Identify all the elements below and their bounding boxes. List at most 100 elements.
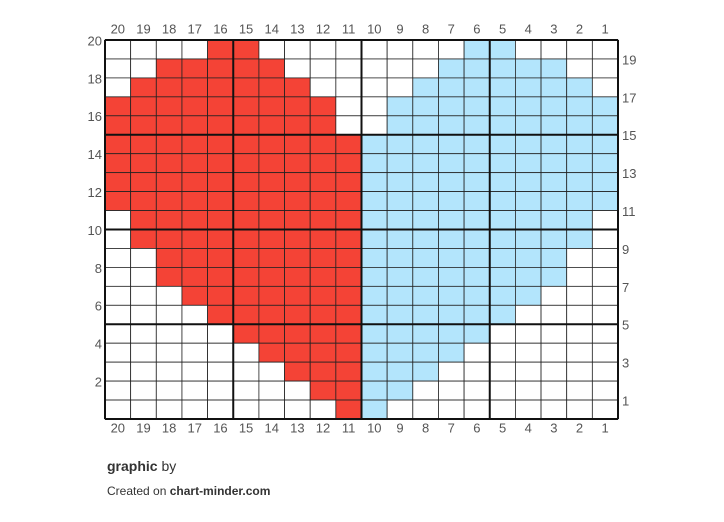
cell (155, 361, 183, 382)
cell (232, 399, 260, 420)
cell (258, 229, 285, 249)
column-label: 15 (239, 21, 253, 36)
column-label: 3 (550, 420, 557, 435)
cell (412, 191, 439, 211)
cell (386, 210, 414, 230)
cell (515, 266, 542, 287)
cell (591, 399, 619, 420)
cell (566, 266, 593, 287)
cell (104, 39, 132, 60)
cell (155, 248, 183, 268)
cell (309, 361, 337, 382)
cell (361, 77, 388, 98)
column-label: 15 (239, 420, 253, 435)
cell (130, 191, 157, 211)
cell (181, 380, 208, 401)
cell (258, 399, 285, 420)
cell (463, 77, 491, 98)
column-label: 9 (396, 21, 403, 36)
cell (438, 399, 465, 420)
cell (104, 323, 132, 344)
cell (489, 115, 516, 136)
cell (130, 58, 157, 79)
cell (438, 172, 465, 192)
cell (361, 58, 388, 79)
cell (104, 77, 132, 98)
cell (309, 191, 337, 211)
cell (207, 77, 234, 98)
cell (438, 304, 465, 325)
cell (309, 266, 337, 287)
column-label: 10 (367, 21, 381, 36)
cell (258, 115, 285, 136)
cell (104, 399, 132, 420)
cell (207, 248, 234, 268)
cell (258, 323, 285, 344)
cell (335, 134, 362, 155)
cell (412, 153, 439, 174)
cell (566, 77, 593, 98)
cell (309, 115, 337, 136)
cell (130, 380, 157, 401)
cell (155, 266, 183, 287)
cell (155, 380, 183, 401)
cell (412, 380, 439, 401)
cell (232, 248, 260, 268)
cell (155, 58, 183, 79)
cell (361, 304, 388, 325)
cell (386, 380, 414, 401)
cell (181, 153, 208, 174)
cell (438, 229, 465, 249)
cell (463, 285, 491, 306)
cell (386, 191, 414, 211)
cell (258, 361, 285, 382)
cell (463, 361, 491, 382)
cell (386, 323, 414, 344)
cell (361, 115, 388, 136)
cell (232, 96, 260, 117)
cell (566, 39, 593, 60)
row-label: 6 (95, 299, 102, 314)
cell (284, 172, 311, 192)
cell (258, 266, 285, 287)
cell (284, 134, 311, 155)
cell (207, 172, 234, 192)
cell (207, 229, 234, 249)
row-label: 4 (95, 337, 102, 352)
cell (463, 304, 491, 325)
cell (591, 323, 619, 344)
cell (412, 39, 439, 60)
cell (566, 115, 593, 136)
column-label: 20 (111, 420, 125, 435)
cell (207, 210, 234, 230)
cell (489, 304, 516, 325)
cell (566, 342, 593, 363)
row-label: 3 (622, 356, 629, 371)
cell (438, 323, 465, 344)
cell (438, 248, 465, 268)
column-label: 12 (316, 21, 330, 36)
cell (463, 58, 491, 79)
cell (232, 342, 260, 363)
cell (361, 342, 388, 363)
cell (591, 153, 619, 174)
cell (489, 210, 516, 230)
cell (386, 361, 414, 382)
cell (515, 323, 542, 344)
cell (181, 323, 208, 344)
cell (386, 248, 414, 268)
cell (515, 380, 542, 401)
cell (207, 323, 234, 344)
cell (335, 172, 362, 192)
cell (463, 96, 491, 117)
cell (412, 266, 439, 287)
cell (309, 342, 337, 363)
cell (155, 399, 183, 420)
cell (181, 361, 208, 382)
cell (540, 380, 568, 401)
cell (412, 342, 439, 363)
cell (591, 172, 619, 192)
cell (386, 266, 414, 287)
cell (566, 210, 593, 230)
cell (566, 399, 593, 420)
